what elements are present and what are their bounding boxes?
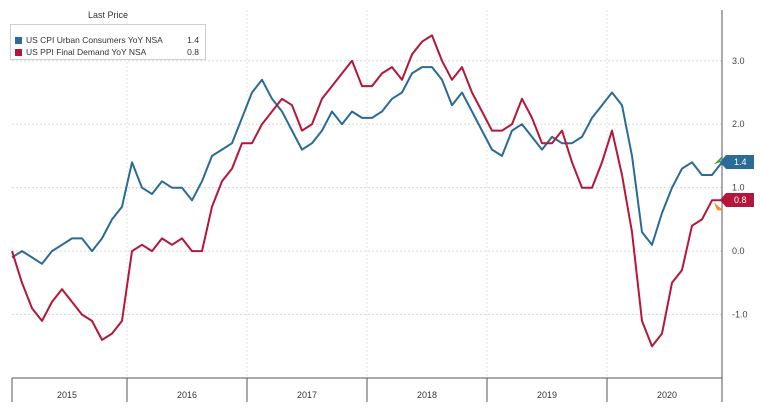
legend: Last Price US CPI Urban Consumers YoY NS…	[10, 10, 206, 60]
x-tick-label: 2017	[297, 390, 317, 400]
legend-value-ppi: 0.8	[187, 47, 199, 57]
year-dividers	[11, 378, 723, 402]
legend-value-cpi: 1.4	[187, 35, 199, 45]
x-tick-label: 2020	[657, 390, 677, 400]
series-lines	[11, 34, 723, 348]
y-tick-label: 1.0	[732, 183, 745, 193]
legend-entry-ppi: US PPI Final Demand YoY NSA 0.8	[15, 46, 199, 58]
x-tick-label: 2015	[57, 390, 77, 400]
last-value-tag-cpi: 1.4	[720, 155, 754, 170]
legend-entry-cpi: US CPI Urban Consumers YoY NSA 1.4	[15, 34, 199, 46]
down-arrow-icon	[714, 202, 723, 211]
series-line-ppi	[11, 34, 722, 348]
x-tick-label: 2018	[417, 390, 437, 400]
legend-name-cpi: US CPI Urban Consumers YoY NSA	[26, 35, 163, 45]
x-tick-label: 2016	[177, 390, 197, 400]
series-line-cpi	[11, 66, 723, 265]
y-tick-label: 0.0	[732, 246, 745, 256]
y-tick-label: 3.0	[732, 56, 745, 66]
x-tick-label: 2019	[537, 390, 557, 400]
legend-name-ppi: US PPI Final Demand YoY NSA	[26, 47, 147, 57]
legend-title: Last Price	[87, 10, 129, 20]
legend-swatch-cpi	[15, 37, 22, 44]
grid	[12, 10, 722, 378]
legend-swatch-ppi	[15, 49, 22, 56]
y-tick-label: -1.0	[732, 310, 748, 320]
y-tick-label: 2.0	[732, 119, 745, 129]
last-value-tag-ppi: 0.8	[720, 193, 754, 208]
